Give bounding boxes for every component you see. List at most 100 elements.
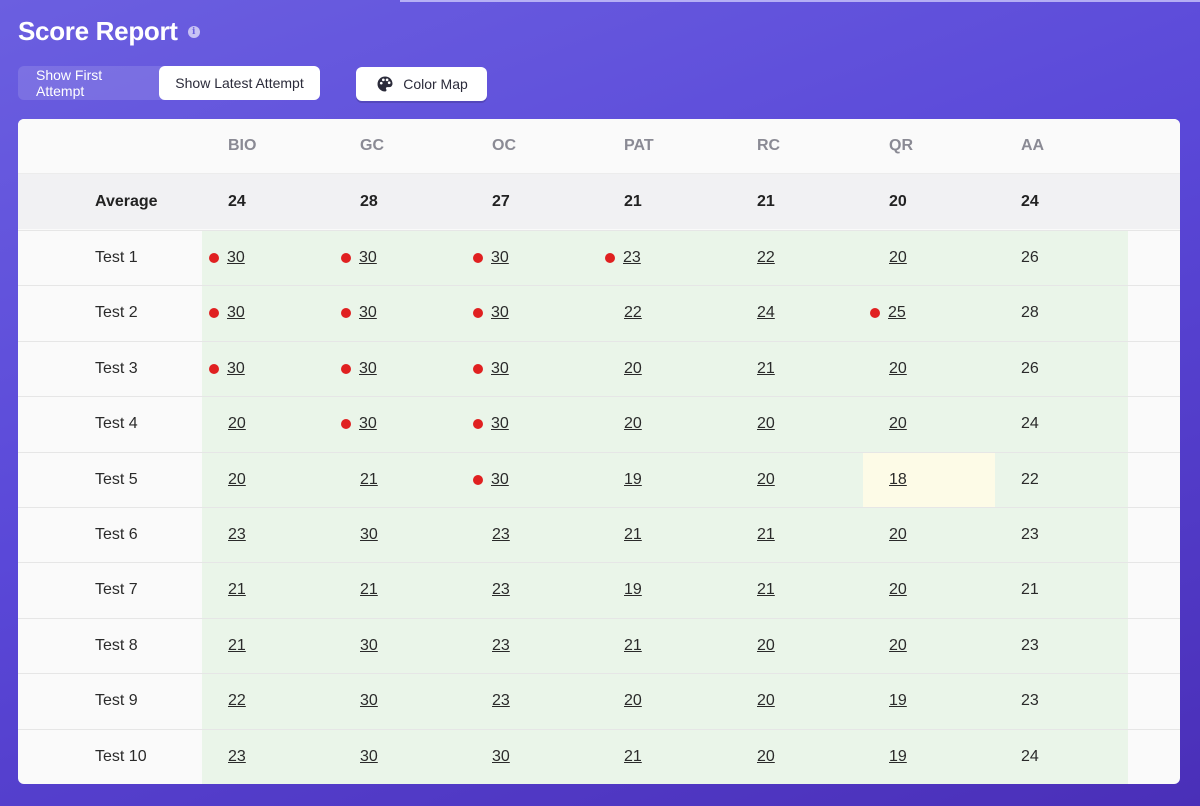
score-link[interactable]: 20 [889, 636, 907, 654]
score-cell[interactable]: 30 [341, 285, 377, 340]
score-cell[interactable]: 20 [228, 452, 246, 507]
score-cell[interactable]: 30 [473, 341, 509, 396]
score-cell[interactable]: 22 [757, 230, 775, 285]
score-link[interactable]: 20 [889, 359, 907, 377]
score-link[interactable]: 30 [360, 691, 378, 709]
score-link[interactable]: 21 [757, 359, 775, 377]
score-link[interactable]: 20 [624, 691, 642, 709]
score-cell[interactable]: 30 [473, 285, 509, 340]
score-cell[interactable]: 30 [341, 341, 377, 396]
score-link[interactable]: 19 [889, 747, 907, 765]
score-link[interactable]: 23 [228, 747, 246, 765]
score-link[interactable]: 30 [227, 359, 245, 377]
score-link[interactable]: 25 [888, 303, 906, 321]
score-link[interactable]: 21 [624, 747, 642, 765]
score-cell[interactable]: 20 [757, 452, 775, 507]
score-link[interactable]: 20 [889, 525, 907, 543]
score-link[interactable]: 21 [360, 580, 378, 598]
score-link[interactable]: 23 [228, 525, 246, 543]
score-cell[interactable]: 20 [624, 673, 642, 728]
score-link[interactable]: 18 [889, 470, 907, 488]
score-link[interactable]: 30 [491, 359, 509, 377]
score-link[interactable]: 21 [360, 470, 378, 488]
score-cell[interactable]: 23 [228, 729, 246, 784]
score-link[interactable]: 20 [757, 747, 775, 765]
show-latest-attempt-button[interactable]: Show Latest Attempt [159, 66, 320, 100]
score-cell[interactable]: 20 [228, 396, 246, 451]
score-cell[interactable]: 20 [624, 396, 642, 451]
score-cell[interactable]: 30 [360, 673, 378, 728]
score-link[interactable]: 30 [491, 248, 509, 266]
score-link[interactable]: 30 [360, 636, 378, 654]
score-link[interactable]: 22 [228, 691, 246, 709]
score-cell[interactable]: 21 [228, 562, 246, 617]
score-cell[interactable]: 30 [209, 285, 245, 340]
score-cell[interactable]: 21 [757, 507, 775, 562]
score-link[interactable]: 20 [757, 414, 775, 432]
score-cell[interactable]: 21 [360, 452, 378, 507]
score-link[interactable]: 30 [491, 303, 509, 321]
score-link[interactable]: 30 [359, 359, 377, 377]
score-cell[interactable]: 20 [624, 341, 642, 396]
score-cell[interactable]: 23 [228, 507, 246, 562]
score-link[interactable]: 22 [624, 303, 642, 321]
score-link[interactable]: 19 [889, 691, 907, 709]
score-cell[interactable]: 23 [492, 562, 510, 617]
score-cell[interactable]: 20 [757, 618, 775, 673]
score-cell[interactable]: 19 [624, 562, 642, 617]
score-link[interactable]: 20 [889, 248, 907, 266]
score-link[interactable]: 30 [360, 525, 378, 543]
score-link[interactable]: 23 [623, 248, 641, 266]
score-cell[interactable]: 20 [757, 673, 775, 728]
score-cell[interactable]: 30 [360, 507, 378, 562]
score-cell[interactable]: 21 [757, 341, 775, 396]
score-link[interactable]: 21 [228, 636, 246, 654]
score-link[interactable]: 30 [360, 747, 378, 765]
show-first-attempt-button[interactable]: Show First Attempt [36, 67, 103, 99]
score-link[interactable]: 21 [228, 580, 246, 598]
score-link[interactable]: 21 [757, 580, 775, 598]
score-cell[interactable]: 21 [757, 562, 775, 617]
score-link[interactable]: 30 [359, 303, 377, 321]
score-cell[interactable]: 30 [341, 230, 377, 285]
score-cell[interactable]: 30 [360, 618, 378, 673]
score-cell[interactable]: 25 [870, 285, 906, 340]
score-link[interactable]: 23 [492, 525, 510, 543]
info-icon[interactable]: i [187, 25, 200, 38]
score-cell[interactable]: 21 [360, 562, 378, 617]
score-cell[interactable]: 30 [341, 396, 377, 451]
score-cell[interactable]: 20 [757, 729, 775, 784]
score-cell[interactable]: 21 [624, 729, 642, 784]
score-cell[interactable]: 30 [473, 396, 509, 451]
score-link[interactable]: 20 [889, 414, 907, 432]
score-cell[interactable]: 20 [757, 396, 775, 451]
score-link[interactable]: 30 [227, 303, 245, 321]
score-cell[interactable]: 23 [605, 230, 641, 285]
score-link[interactable]: 20 [228, 414, 246, 432]
score-cell[interactable]: 20 [889, 230, 907, 285]
score-cell[interactable]: 23 [492, 618, 510, 673]
score-cell[interactable]: 22 [624, 285, 642, 340]
score-cell[interactable]: 23 [492, 507, 510, 562]
score-link[interactable]: 23 [492, 691, 510, 709]
score-cell[interactable]: 18 [889, 452, 907, 507]
score-link[interactable]: 30 [491, 414, 509, 432]
score-cell[interactable]: 30 [360, 729, 378, 784]
score-link[interactable]: 24 [757, 303, 775, 321]
score-cell[interactable]: 22 [228, 673, 246, 728]
score-link[interactable]: 21 [757, 525, 775, 543]
score-cell[interactable]: 30 [209, 230, 245, 285]
score-link[interactable]: 21 [624, 636, 642, 654]
score-link[interactable]: 19 [624, 580, 642, 598]
score-cell[interactable]: 20 [889, 341, 907, 396]
score-cell[interactable]: 30 [209, 341, 245, 396]
score-cell[interactable]: 19 [624, 452, 642, 507]
score-link[interactable]: 21 [624, 525, 642, 543]
score-link[interactable]: 19 [624, 470, 642, 488]
color-map-button[interactable]: Color Map [356, 67, 487, 101]
score-link[interactable]: 20 [889, 580, 907, 598]
score-cell[interactable]: 30 [492, 729, 510, 784]
score-cell[interactable]: 21 [624, 507, 642, 562]
score-link[interactable]: 23 [492, 580, 510, 598]
score-cell[interactable]: 19 [889, 729, 907, 784]
